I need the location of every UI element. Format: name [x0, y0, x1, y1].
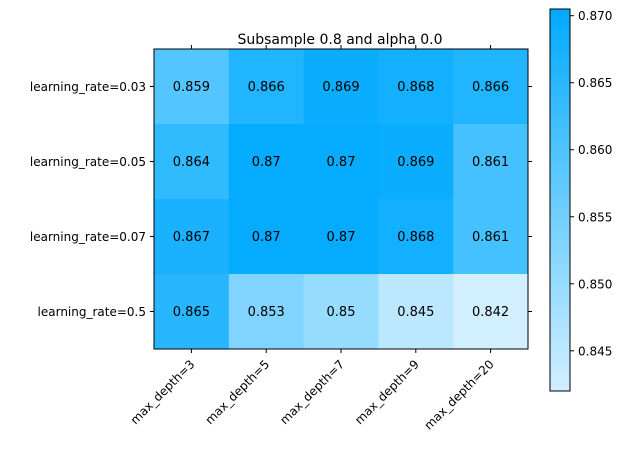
- cell-value-label: 0.87: [252, 155, 281, 170]
- chart-title: Subsample 0.8 and alpha 0.0: [237, 32, 442, 48]
- heatmap-cells: 0.859 0.866 0.869 0.868 0.866 0.864 0.87 0.87 0.…: [154, 49, 529, 350]
- heatmap-cell: [154, 124, 230, 200]
- cell-value-label: 0.87: [252, 230, 281, 245]
- heatmap-cell: [303, 49, 379, 125]
- cell-value-label: 0.87: [327, 155, 356, 170]
- heatmap-cell: [228, 49, 305, 125]
- colorbar-ticks: 0.845 0.850 0.855 0.860 0.865 0.870: [570, 9, 612, 358]
- colorbar-tick-label: 0.850: [578, 277, 612, 291]
- cell-value-label: 0.869: [397, 155, 434, 170]
- row-label: learning_rate=0.5: [38, 305, 146, 319]
- heatmap-cell: [378, 49, 454, 125]
- heatmap-cell: [154, 274, 230, 350]
- cell-value-label: 0.85: [327, 305, 356, 320]
- cell-value-label: 0.868: [397, 230, 434, 245]
- cell-value-label: 0.859: [173, 80, 210, 95]
- heatmap-cell: [303, 124, 379, 200]
- cell-value-label: 0.869: [322, 80, 359, 95]
- column-label: max_depth=3: [128, 357, 198, 427]
- cell-value-label: 0.87: [327, 230, 356, 245]
- column-label: max_depth=5: [202, 357, 272, 427]
- colorbar-tick-label: 0.855: [578, 210, 612, 224]
- column-label: max_depth=9: [352, 357, 422, 427]
- heatmap-cell: [154, 199, 230, 275]
- heatmap-cell: [453, 199, 529, 275]
- heatmap-cell: [378, 199, 454, 275]
- cell-value-label: 0.866: [248, 80, 285, 95]
- heatmap-cell: [303, 199, 379, 275]
- colorbar-tick-label: 0.845: [578, 344, 612, 358]
- heatmap-cell: [303, 274, 379, 350]
- cell-value-label: 0.845: [397, 305, 434, 320]
- cell-value-label: 0.853: [248, 305, 285, 320]
- colorbar: [549, 8, 571, 392]
- cell-value-label: 0.861: [472, 230, 509, 245]
- cell-value-label: 0.864: [173, 155, 210, 170]
- heatmap-cell: [228, 199, 305, 275]
- row-label: learning_rate=0.05: [30, 155, 146, 169]
- colorbar-tick-label: 0.860: [578, 143, 612, 157]
- cell-value-label: 0.861: [472, 155, 509, 170]
- cell-value-label: 0.868: [397, 80, 434, 95]
- cell-value-label: 0.867: [173, 230, 210, 245]
- colorbar-tick-label: 0.865: [578, 76, 612, 90]
- heatmap-cell: [453, 124, 529, 200]
- heatmap-cell: [228, 124, 305, 200]
- heatmap-cell: [453, 274, 529, 350]
- heatmap-cell: [378, 274, 454, 350]
- cell-value-label: 0.866: [472, 80, 509, 95]
- row-ticks: learning_rate=0.03 learning_rate=0.05lear…: [30, 80, 532, 319]
- colorbar-tick-label: 0.870: [578, 9, 612, 23]
- column-label: max_depth=20: [421, 357, 496, 432]
- row-label: learning_rate=0.03: [30, 80, 146, 94]
- heatmap-cell: [378, 124, 454, 200]
- heatmap-cell: [453, 49, 529, 125]
- column-label: max_depth=7: [277, 357, 347, 427]
- heatmap-cell: [154, 49, 230, 125]
- heatmap-cell: [228, 274, 305, 350]
- row-label: learning_rate=0.07: [30, 230, 146, 244]
- cell-value-label: 0.842: [472, 305, 509, 320]
- cell-value-label: 0.865: [173, 305, 210, 320]
